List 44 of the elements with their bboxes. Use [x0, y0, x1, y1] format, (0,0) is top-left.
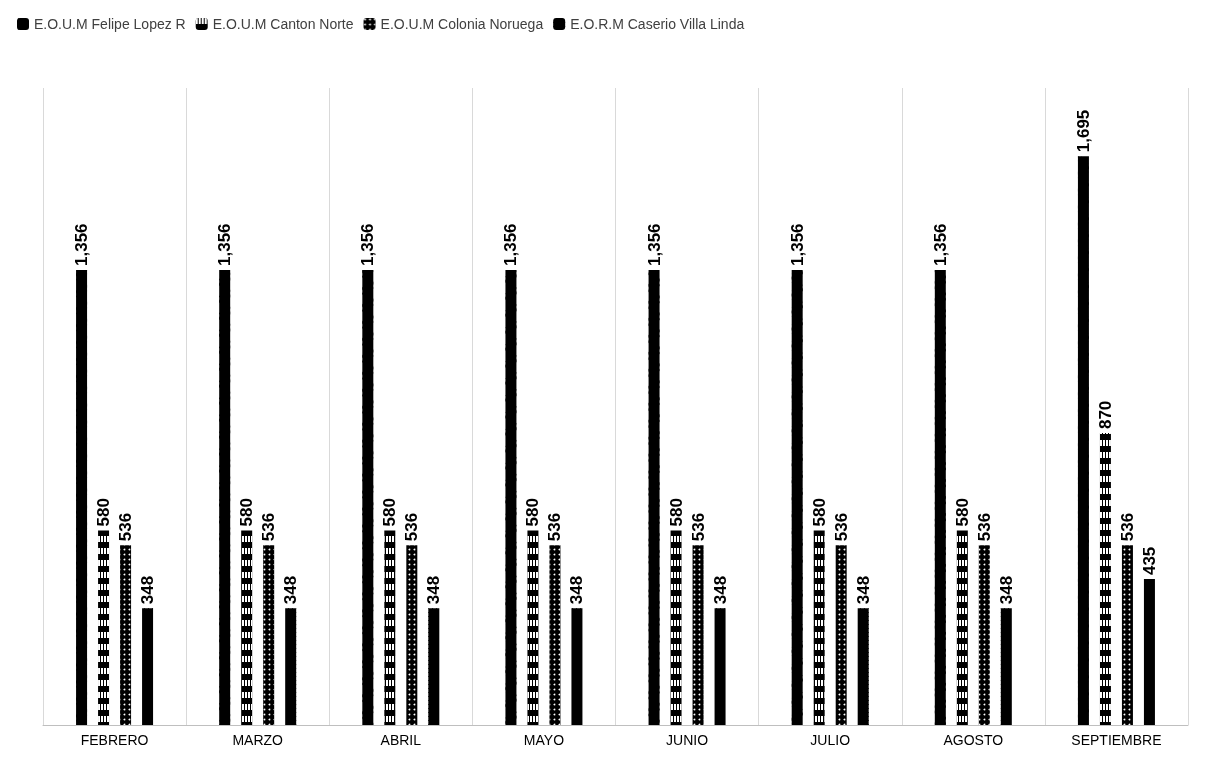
- x-tick-label: JULIO: [810, 732, 851, 748]
- legend-label: E.O.U.M Felipe Lopez R: [34, 16, 186, 32]
- data-label: 435: [1139, 546, 1159, 576]
- data-label: 348: [138, 575, 158, 605]
- data-label: 1,356: [501, 223, 521, 266]
- data-label: 580: [380, 498, 400, 527]
- data-label: 580: [809, 498, 829, 527]
- x-tick-label: JUNIO: [666, 732, 709, 748]
- data-label: 348: [281, 575, 301, 605]
- data-label: 1,695: [1073, 109, 1093, 153]
- legend-label: E.O.R.M Caserio Villa Linda: [570, 16, 745, 32]
- data-label: 348: [996, 575, 1016, 605]
- data-label: 1,356: [215, 223, 235, 266]
- x-tick-label: FEBRERO: [80, 732, 149, 748]
- data-label: 1,356: [930, 223, 950, 266]
- data-label: 870: [1095, 400, 1115, 430]
- x-tick-label: MAYO: [523, 732, 565, 748]
- data-label: 1,356: [72, 223, 92, 266]
- data-label: 348: [424, 575, 444, 605]
- data-label: 536: [259, 512, 279, 542]
- data-label: 1,356: [644, 223, 664, 266]
- x-tick-label: ABRIL: [380, 732, 422, 748]
- data-label: 580: [952, 498, 972, 527]
- data-label: 580: [666, 498, 686, 527]
- data-label: 536: [545, 512, 565, 542]
- x-tick-label: AGOSTO: [943, 732, 1004, 748]
- data-label: 536: [974, 512, 994, 542]
- data-label: 536: [402, 512, 422, 542]
- data-label: 580: [237, 498, 257, 527]
- data-label: 348: [710, 575, 730, 605]
- data-label: 1,356: [358, 223, 378, 266]
- data-label: 536: [116, 512, 136, 542]
- legend-label: E.O.U.M Colonia Noruega: [380, 16, 544, 32]
- data-label: 348: [567, 575, 587, 605]
- data-label: 536: [688, 512, 708, 542]
- data-label: 580: [94, 498, 114, 527]
- data-label: 1,356: [787, 223, 807, 266]
- data-label: 536: [1117, 512, 1137, 542]
- data-label: 348: [853, 575, 873, 605]
- x-tick-label: MARZO: [232, 732, 284, 748]
- data-label: 536: [831, 512, 851, 542]
- data-label: 580: [523, 498, 543, 527]
- x-tick-label: SEPTIEMBRE: [1071, 732, 1162, 748]
- legend-label: E.O.U.M Canton Norte: [212, 16, 354, 32]
